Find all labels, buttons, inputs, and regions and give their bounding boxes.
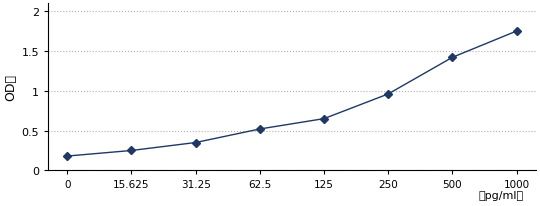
Y-axis label: OD值: OD值 — [4, 74, 17, 101]
Text: （pg/ml）: （pg/ml） — [478, 190, 524, 200]
